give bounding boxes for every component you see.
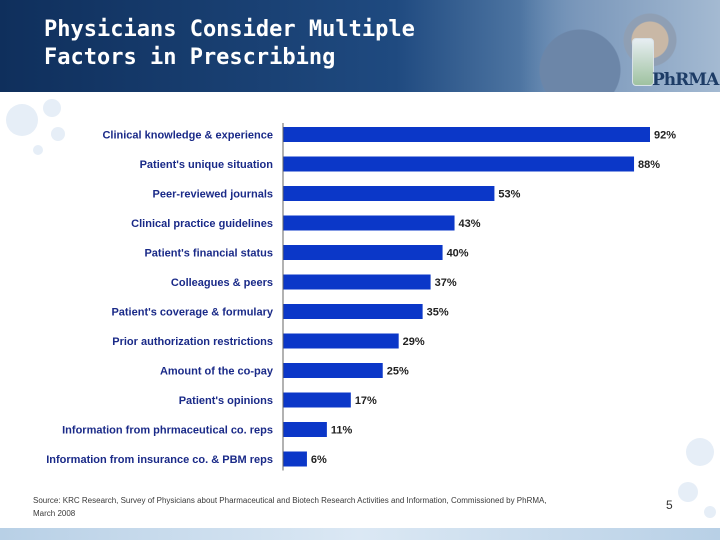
bar xyxy=(283,363,383,378)
category-label: Clinical practice guidelines xyxy=(131,218,273,230)
value-label: 25% xyxy=(387,366,409,378)
bar xyxy=(283,274,431,290)
category-label: Patient's coverage & formulary xyxy=(111,307,273,319)
test-tube-image xyxy=(632,38,654,86)
value-label: 6% xyxy=(311,454,327,466)
page-number: 5 xyxy=(666,498,673,512)
category-label: Patient's opinions xyxy=(179,395,273,407)
value-label: 53% xyxy=(498,189,520,201)
bar xyxy=(283,186,495,201)
bar xyxy=(283,215,455,231)
value-label: 92% xyxy=(654,130,676,142)
value-label: 17% xyxy=(355,395,377,407)
category-label: Information from insurance co. & PBM rep… xyxy=(46,454,273,466)
value-label: 11% xyxy=(331,425,353,437)
source-note: Source: KRC Research, Survey of Physicia… xyxy=(33,496,547,518)
bar xyxy=(283,451,307,467)
value-label: 43% xyxy=(459,218,481,230)
value-label: 40% xyxy=(447,248,469,260)
category-label: Colleagues & peers xyxy=(171,277,273,289)
bar xyxy=(283,392,351,408)
bar xyxy=(283,245,443,260)
category-label: Patient's financial status xyxy=(144,248,273,260)
bottom-bar xyxy=(0,528,720,540)
phrma-logo: PhRMA xyxy=(652,70,719,90)
bar xyxy=(283,422,327,437)
bar xyxy=(283,156,635,172)
category-label: Clinical knowledge & experience xyxy=(102,130,273,142)
category-label: Patient's unique situation xyxy=(140,159,274,171)
category-label: Amount of the co-pay xyxy=(160,366,274,378)
value-label: 37% xyxy=(435,277,457,289)
slide-title: Physicians Consider Multiple Factors in … xyxy=(44,17,415,70)
bar xyxy=(283,127,650,142)
value-label: 88% xyxy=(638,159,660,171)
bar xyxy=(283,304,423,319)
bar xyxy=(283,333,399,349)
value-label: 35% xyxy=(427,307,449,319)
category-label: Information from phrmaceutical co. reps xyxy=(62,425,273,437)
category-label: Peer-reviewed journals xyxy=(153,189,273,201)
category-label: Prior authorization restrictions xyxy=(112,336,273,348)
slide-header: Physicians Consider Multiple Factors in … xyxy=(0,0,720,92)
scientist-photo xyxy=(520,0,720,92)
value-label: 29% xyxy=(403,336,425,348)
